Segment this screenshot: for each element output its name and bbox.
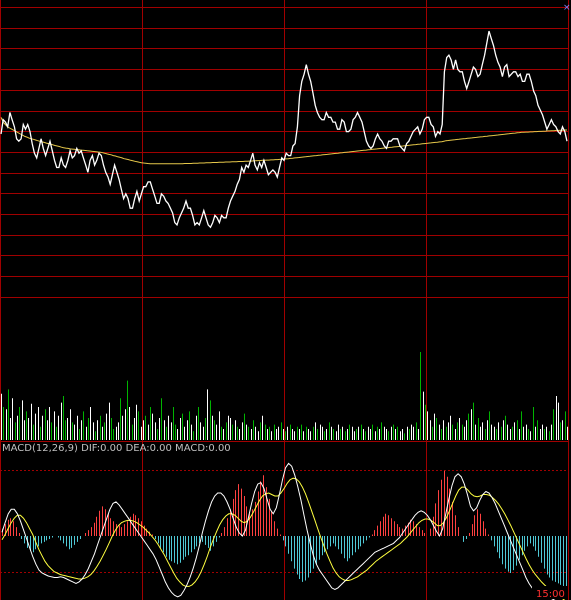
macd-indicator-label: MACD(12,26,9) DIF:0.00 DEA:0.00 MACD:0.0… — [2, 443, 231, 454]
price-line — [0, 30, 568, 229]
price-line-group — [0, 30, 568, 229]
volume-bars — [1, 352, 568, 440]
macd-lines — [1, 462, 566, 600]
dea-line — [1, 477, 566, 600]
dif-line — [1, 462, 556, 600]
time-label-bg — [532, 586, 568, 599]
corner-mark: × — [563, 3, 571, 13]
time-axis-label: 15:00 — [536, 589, 565, 600]
